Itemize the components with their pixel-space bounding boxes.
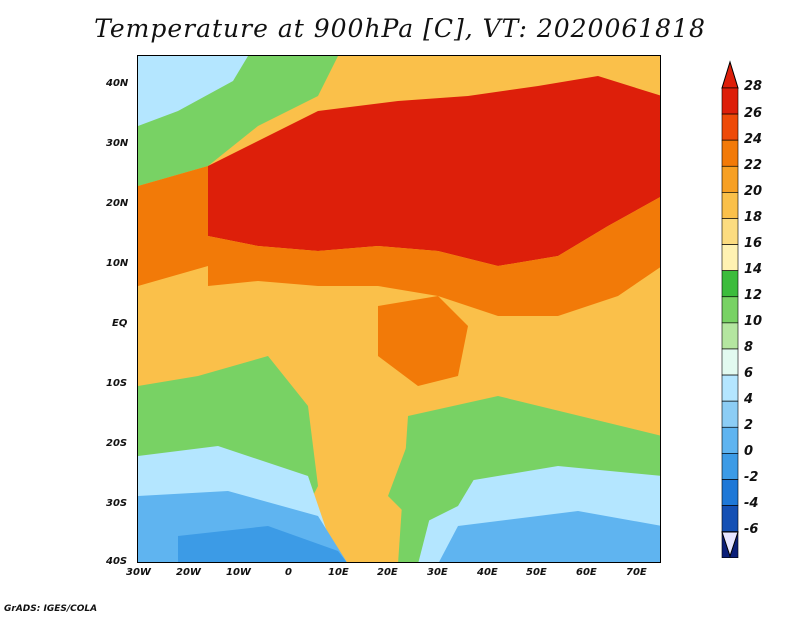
lon-label-10e: 10E xyxy=(328,567,349,578)
field-atlantic-warm xyxy=(138,166,208,286)
field-sahel-warm xyxy=(208,197,660,316)
colorbar-box-12 xyxy=(721,296,739,324)
field-south-africa-green xyxy=(388,406,488,526)
colorbar-box-28 xyxy=(721,87,739,115)
colorbar-top-arrow xyxy=(721,60,739,89)
lat-label-40s: 40S xyxy=(106,556,128,567)
field-central-warm xyxy=(378,296,468,386)
colorbar-box--4 xyxy=(721,505,739,532)
lat-label-30n: 30N xyxy=(106,138,129,149)
colorbar-box-6 xyxy=(721,374,739,402)
colorbar-label-minus-4: -4 xyxy=(744,496,759,511)
map-field xyxy=(138,56,660,562)
lon-label-40e: 40E xyxy=(477,567,498,578)
lat-label-10s: 10S xyxy=(106,378,128,389)
colorbar-box-24 xyxy=(721,139,739,167)
colorbar-box-16 xyxy=(721,244,739,271)
lon-label-70e: 70E xyxy=(626,567,647,578)
colorbar-label-0: 0 xyxy=(744,444,754,459)
colorbar-label-2: 2 xyxy=(744,418,754,433)
colorbar-label-16: 16 xyxy=(744,236,763,251)
lon-label-30e: 30E xyxy=(427,567,448,578)
colorbar-label-minus-2: -2 xyxy=(744,470,759,485)
colorbar-label-22: 22 xyxy=(744,158,763,173)
field-south-atlantic-coldest xyxy=(178,526,347,562)
colorbar-box-22 xyxy=(721,166,739,193)
lon-label-30w: 30W xyxy=(126,567,151,578)
colorbar-box-0 xyxy=(721,453,739,480)
colorbar-label-14: 14 xyxy=(744,262,763,277)
lon-label-50e: 50E xyxy=(526,567,547,578)
colorbar-bottom-arrow xyxy=(721,531,739,558)
colorbar-label-6: 6 xyxy=(744,366,754,381)
colorbar-label-24: 24 xyxy=(744,132,763,147)
lat-label-10n: 10N xyxy=(106,258,129,269)
lat-label-30s: 30S xyxy=(106,498,128,509)
colorbar-label-minus-6: -6 xyxy=(744,522,759,537)
field-south-indian-cold xyxy=(439,511,660,562)
lon-label-0: 0 xyxy=(285,567,292,578)
lat-label-20n: 20N xyxy=(106,198,129,209)
colorbar-box-26 xyxy=(721,113,739,141)
temperature-map xyxy=(137,55,661,563)
colorbar-box-18 xyxy=(721,218,739,245)
field-sahara-hot xyxy=(208,76,660,266)
colorbar-label-28: 28 xyxy=(744,79,763,94)
colorbar-label-18: 18 xyxy=(744,210,763,225)
colorbar-box-8 xyxy=(721,348,739,376)
colorbar-label-12: 12 xyxy=(744,288,763,303)
colorbar-boxes xyxy=(721,87,739,559)
lat-label-20s: 20S xyxy=(106,438,128,449)
colorbar-label-8: 8 xyxy=(744,340,754,355)
lat-label-40n: 40N xyxy=(106,78,129,89)
credit-label: GrADS: IGES/COLA xyxy=(4,604,98,614)
colorbar-box--6 xyxy=(721,531,739,559)
colorbar-box-4 xyxy=(721,400,739,428)
colorbar-label-26: 26 xyxy=(744,106,763,121)
colorbar-box-10 xyxy=(721,322,739,350)
lon-label-10w: 10W xyxy=(226,567,251,578)
lon-label-20w: 20W xyxy=(176,567,201,578)
lon-label-20e: 20E xyxy=(377,567,398,578)
chart-title: Temperature at 900hPa [C], VT: 202006181… xyxy=(94,14,706,43)
field-atlantic-north-sea xyxy=(138,56,248,126)
colorbar-box-14 xyxy=(721,270,739,298)
colorbar-box--2 xyxy=(721,479,739,506)
colorbar-label-20: 20 xyxy=(744,184,763,199)
lon-label-60e: 60E xyxy=(576,567,597,578)
colorbar-box-2 xyxy=(721,426,739,454)
lat-label-eq: EQ xyxy=(112,318,128,329)
colorbar-label-10: 10 xyxy=(744,314,763,329)
colorbar-box-20 xyxy=(721,192,739,219)
colorbar-label-4: 4 xyxy=(744,392,754,407)
